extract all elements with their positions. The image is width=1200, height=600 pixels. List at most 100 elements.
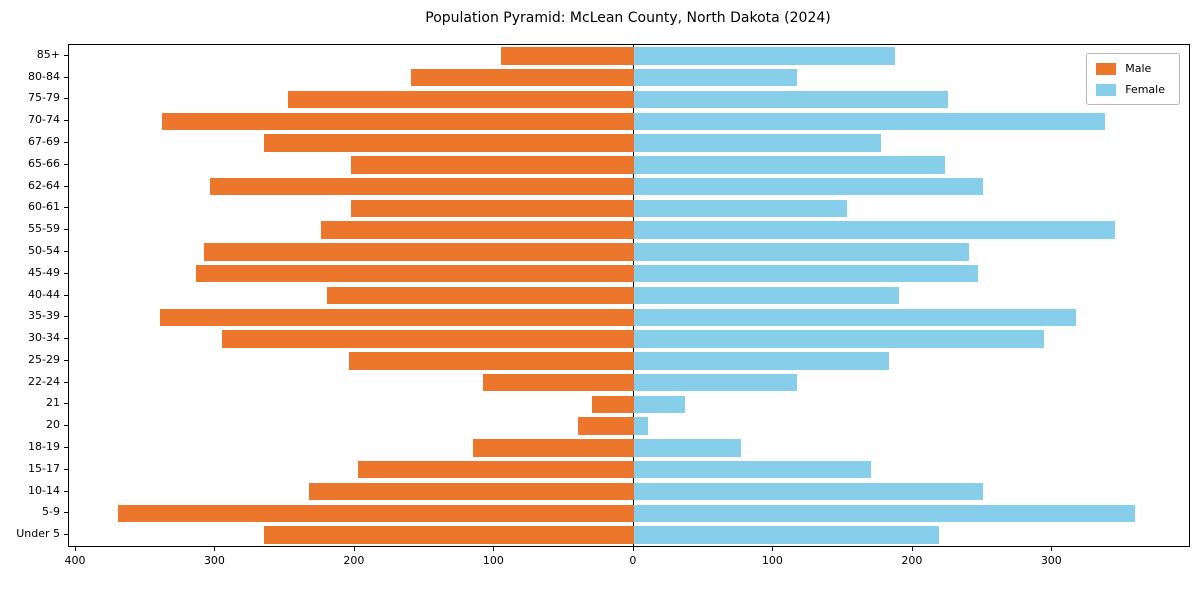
x-tick-mark [1051, 547, 1053, 551]
y-tick-label: 65-66 [28, 156, 60, 170]
male-color-swatch [1096, 62, 1117, 75]
y-tick-mark [64, 468, 68, 470]
bar-female-40-44 [633, 286, 899, 305]
y-tick-mark [64, 359, 68, 361]
bar-female-70-74 [633, 112, 1106, 130]
bar-female-15-17 [633, 461, 871, 479]
legend-item-male: Male [1096, 62, 1165, 75]
plot-area: Male Female [68, 44, 1190, 547]
y-tick-label: 70-74 [28, 113, 60, 127]
x-tick-label: 300 [203, 554, 225, 567]
x-tick-mark [772, 547, 774, 551]
y-tick-mark [64, 163, 68, 165]
x-tick-mark [632, 547, 634, 551]
bar-male-25-29 [349, 352, 634, 370]
y-tick-mark [64, 446, 68, 448]
y-tick-mark [64, 272, 68, 274]
y-tick-mark [64, 207, 68, 209]
x-tick-label: 100 [761, 554, 783, 567]
bar-male-20 [578, 417, 634, 435]
x-tick-label: 200 [901, 554, 923, 567]
y-tick-mark [64, 54, 68, 56]
bar-male-15-17 [357, 461, 634, 479]
bar-female-80-84 [633, 68, 798, 87]
bar-female-85+ [633, 47, 895, 65]
bar-female-18-19 [633, 439, 742, 457]
y-tick-label: 10-14 [28, 483, 60, 497]
bar-male-35-39 [159, 308, 634, 326]
bar-male-50-54 [204, 243, 634, 261]
legend-item-female: Female [1096, 83, 1165, 96]
bar-female-50-54 [633, 243, 969, 261]
bar-female-Under 5 [633, 526, 940, 544]
bar-male-67-69 [264, 134, 634, 152]
y-tick-label: 25-29 [28, 352, 60, 366]
bar-male-85+ [501, 47, 634, 65]
bar-female-30-34 [633, 330, 1044, 348]
bar-male-21 [592, 395, 634, 414]
bar-male-22-24 [483, 373, 634, 392]
bar-female-60-61 [633, 199, 848, 218]
y-tick-mark [64, 338, 68, 340]
y-tick-label: 85+ [36, 47, 60, 61]
y-tick-mark [64, 294, 68, 296]
bar-male-40-44 [327, 286, 634, 305]
y-tick-label: 45-49 [28, 265, 60, 279]
y-tick-label: 30-34 [28, 331, 60, 345]
bar-male-62-64 [209, 177, 634, 196]
legend: Male Female [1086, 53, 1180, 105]
y-tick-label: 35-39 [28, 309, 60, 323]
bar-male-55-59 [321, 221, 634, 239]
bar-male-75-79 [287, 90, 634, 109]
bar-male-10-14 [308, 482, 634, 501]
y-tick-mark [64, 76, 68, 78]
x-tick-mark [493, 547, 495, 551]
bar-male-70-74 [162, 112, 634, 130]
y-tick-label: 62-64 [28, 178, 60, 192]
bar-male-65-66 [350, 156, 634, 174]
bar-male-60-61 [350, 199, 634, 218]
bar-female-5-9 [633, 504, 1135, 523]
bar-female-55-59 [633, 221, 1116, 239]
bar-female-10-14 [633, 482, 983, 501]
female-color-swatch [1096, 83, 1117, 96]
y-tick-label: 75-79 [28, 91, 60, 105]
y-tick-mark [64, 381, 68, 383]
legend-label-female: Female [1125, 83, 1165, 96]
y-tick-mark [64, 316, 68, 318]
legend-label-male: Male [1125, 62, 1152, 75]
y-tick-label: 50-54 [28, 243, 60, 257]
x-tick-label: 0 [629, 554, 637, 567]
bar-female-67-69 [633, 134, 881, 152]
y-tick-label: 21 [46, 396, 60, 410]
y-tick-mark [64, 229, 68, 231]
y-tick-mark [64, 185, 68, 187]
bar-female-25-29 [633, 352, 890, 370]
bar-female-62-64 [633, 177, 983, 196]
x-tick-mark [353, 547, 355, 551]
chart-title: Population Pyramid: McLean County, North… [425, 10, 831, 26]
y-tick-label: 40-44 [28, 287, 60, 301]
y-tick-label: 18-19 [28, 439, 60, 453]
x-tick-label: 300 [1040, 554, 1062, 567]
bar-male-Under 5 [264, 526, 634, 544]
x-tick-mark [214, 547, 216, 551]
x-tick-mark [74, 547, 76, 551]
y-tick-mark [64, 534, 68, 536]
bar-female-35-39 [633, 308, 1077, 326]
y-tick-mark [64, 512, 68, 514]
bar-female-65-66 [633, 156, 945, 174]
y-tick-mark [64, 250, 68, 252]
y-tick-label: 67-69 [28, 135, 60, 149]
y-tick-mark [64, 98, 68, 100]
bar-female-45-49 [633, 265, 979, 283]
x-tick-label: 100 [482, 554, 504, 567]
y-tick-mark [64, 490, 68, 492]
y-tick-label: Under 5 [16, 527, 60, 541]
y-tick-label: 80-84 [28, 69, 60, 83]
x-tick-mark [911, 547, 913, 551]
bar-male-18-19 [473, 439, 634, 457]
bar-female-21 [633, 395, 686, 414]
y-tick-label: 5-9 [42, 505, 60, 519]
